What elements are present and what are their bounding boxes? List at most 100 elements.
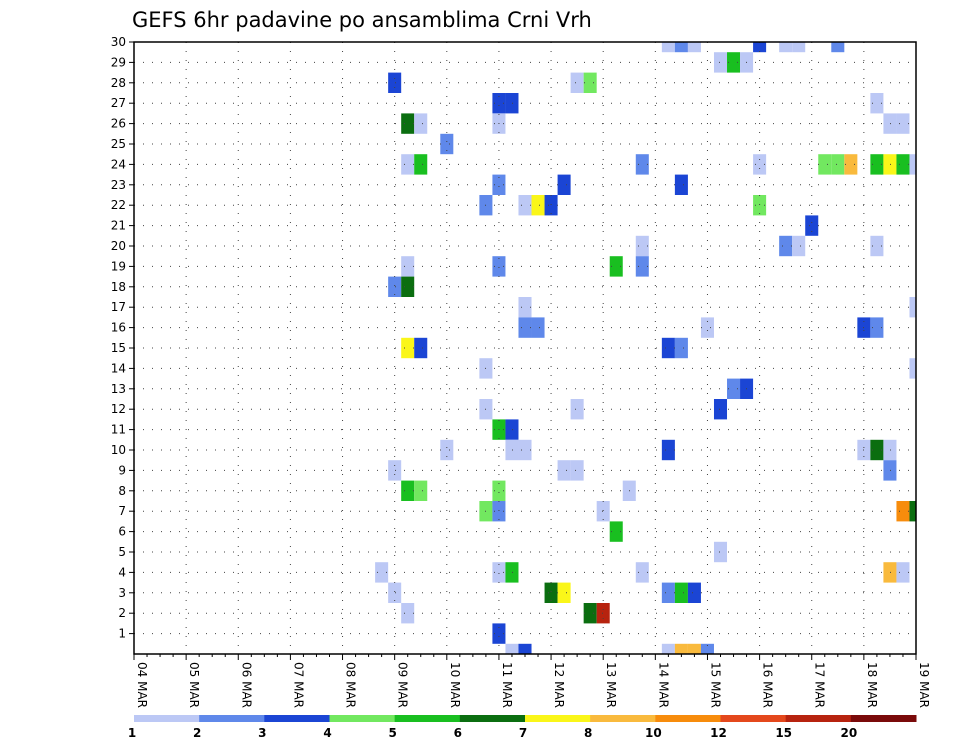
heatmap-cell [414, 154, 428, 175]
heatmap-cell [531, 195, 545, 216]
heatmap-cell [388, 460, 402, 481]
legend-swatch [199, 715, 265, 722]
heatmap-cell [518, 297, 532, 318]
heatmap-cell [909, 154, 916, 175]
y-axis: 1234567891011121314151617181920212223242… [111, 35, 134, 641]
heatmap-cell [779, 235, 793, 257]
legend-swatch [134, 715, 200, 722]
heatmap-cell [635, 154, 649, 175]
heatmap-cell [505, 419, 519, 440]
x-tick-label: 18 MAR [865, 662, 879, 708]
legend-label: 2 [193, 726, 201, 740]
heatmap-cell [753, 195, 767, 216]
legend-swatch [785, 715, 852, 722]
y-tick-label: 20 [111, 239, 126, 253]
y-tick-label: 21 [111, 219, 126, 233]
x-tick-label: 12 MAR [552, 662, 566, 708]
y-tick-label: 15 [111, 341, 126, 355]
y-tick-label: 27 [111, 96, 126, 110]
heatmap-cell [505, 643, 519, 654]
x-tick-label: 04 MAR [135, 662, 149, 708]
heatmap-cell [700, 317, 714, 338]
heatmap-cell [518, 439, 532, 461]
heatmap-cell [414, 337, 428, 359]
x-tick-label: 17 MAR [813, 662, 827, 708]
x-tick-label: 06 MAR [239, 662, 253, 708]
x-tick-label: 09 MAR [396, 662, 410, 708]
heatmap-cell [896, 501, 910, 522]
x-tick-label: 15 MAR [708, 662, 722, 708]
legend-swatch [264, 715, 330, 722]
legend-swatch [459, 715, 526, 722]
heatmap-cell [661, 439, 675, 461]
y-tick-label: 8 [118, 484, 126, 498]
y-tick-label: 26 [111, 117, 126, 131]
heatmap-cell [674, 337, 688, 359]
legend-label: 20 [840, 726, 857, 740]
legend-label: 8 [584, 726, 592, 740]
heatmap-cell [870, 235, 884, 257]
heatmap-cell [713, 399, 728, 420]
heatmap-cell [388, 276, 402, 297]
heatmap-cell [518, 195, 532, 216]
heatmap-cell [388, 582, 402, 603]
heatmap-cell [727, 378, 741, 399]
grid-lines [134, 41, 916, 654]
x-tick-label: 16 MAR [761, 662, 775, 708]
heatmap-cell [635, 562, 649, 583]
legend-swatch [850, 715, 917, 722]
heatmap-cell [818, 154, 832, 175]
heatmap-cell [492, 562, 506, 583]
heatmap-cell [414, 480, 428, 501]
heatmap-cell [883, 154, 897, 175]
heatmap-cell [401, 603, 415, 624]
heatmap-cell [883, 460, 897, 481]
legend-label: 1 [128, 726, 136, 740]
x-tick-label: 08 MAR [344, 662, 358, 708]
y-tick-label: 2 [118, 606, 126, 620]
heatmap-cell [674, 582, 688, 603]
heatmap-cell [414, 113, 428, 134]
y-tick-label: 22 [111, 198, 126, 212]
y-tick-label: 18 [111, 280, 126, 294]
legend-swatch [720, 715, 787, 722]
y-tick-label: 9 [118, 463, 126, 477]
legend-label: 4 [323, 726, 331, 740]
legend-swatch [525, 715, 591, 722]
heatmap-cell [687, 582, 701, 603]
x-tick-label: 10 MAR [448, 662, 462, 708]
heatmap-cell [492, 623, 506, 644]
heatmap-cell [909, 297, 916, 318]
heatmap-cell [870, 317, 884, 338]
heatmap-cell [401, 337, 415, 359]
heatmap-cell [727, 52, 741, 73]
heatmap-cells [375, 42, 916, 654]
y-tick-label: 24 [111, 157, 126, 171]
heatmap-cell [401, 113, 415, 134]
heatmap-cell [831, 42, 845, 53]
heatmap-cell [870, 154, 884, 175]
heatmap-cell [661, 337, 675, 359]
y-tick-label: 28 [111, 76, 126, 90]
heatmap-cell [870, 93, 884, 114]
heatmap-cell [596, 603, 610, 624]
y-tick-label: 16 [111, 321, 126, 335]
heatmap-cell [661, 582, 675, 603]
heatmap-cell [440, 133, 454, 155]
heatmap-cell [792, 42, 806, 53]
y-tick-label: 5 [118, 545, 126, 559]
heatmap-cell [779, 42, 793, 53]
x-tick-label: 05 MAR [187, 662, 201, 708]
heatmap-cell [883, 562, 897, 583]
heatmap-cell [792, 235, 806, 257]
heatmap-cell [401, 276, 415, 297]
heatmap-cell [505, 562, 519, 583]
heatmap-cell [440, 439, 454, 461]
heatmap-cell [753, 154, 767, 175]
heatmap-cell [544, 582, 558, 603]
y-tick-label: 11 [111, 423, 126, 437]
legend-label: 15 [775, 726, 792, 740]
y-tick-label: 14 [111, 361, 126, 375]
x-tick-label: 13 MAR [604, 662, 618, 708]
